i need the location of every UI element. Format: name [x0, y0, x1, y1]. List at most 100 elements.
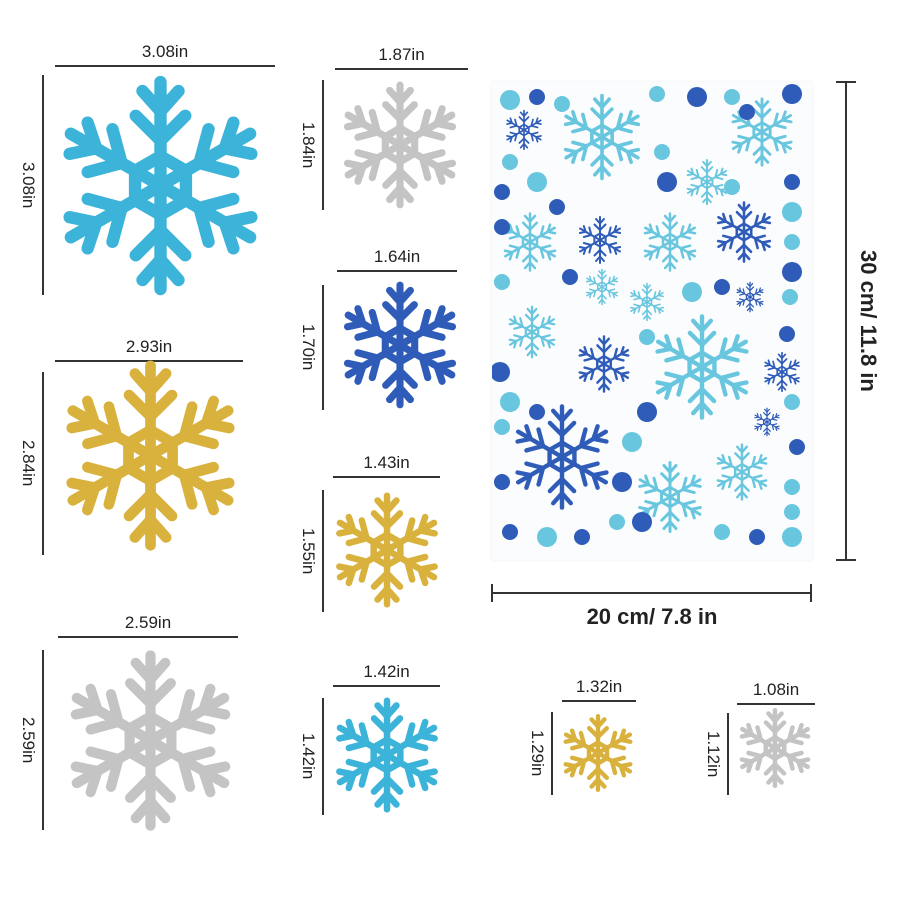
sheet-snowflake-icon — [630, 282, 664, 322]
height-label: 2.59in — [19, 716, 38, 764]
sheet-snowflake-icon — [578, 216, 622, 264]
sheet-snowflake-icon — [506, 109, 542, 151]
sheet-dot — [784, 234, 800, 250]
width-label: 1.64in — [373, 247, 421, 266]
sheet-dot — [529, 404, 545, 420]
sheet-dot — [789, 439, 805, 455]
width-label: 3.08in — [141, 42, 189, 61]
sheet-dot — [714, 279, 730, 295]
height-line — [322, 285, 324, 410]
sheet-width-tick — [491, 584, 493, 602]
height-line — [551, 712, 553, 795]
sheet-dot — [784, 394, 800, 410]
sheet-dot — [782, 262, 802, 282]
sheet-dot — [622, 432, 642, 452]
snowflake-icon — [335, 80, 465, 215]
sheet-snowflake-icon — [563, 93, 641, 181]
sheet-dot — [749, 529, 765, 545]
snowflake-icon — [53, 358, 248, 558]
sheet-dot — [609, 514, 625, 530]
height-line — [727, 713, 729, 795]
sheet-dot — [784, 504, 800, 520]
sheet-snowflake-icon — [503, 212, 557, 272]
width-label: 1.08in — [752, 680, 800, 699]
sheet-dot — [687, 87, 707, 107]
width-line — [562, 700, 636, 702]
width-label: 2.93in — [125, 337, 173, 356]
sheet-dot — [494, 419, 510, 435]
sheet-snowflake-icon — [716, 201, 772, 263]
sheet-snowflake-icon — [686, 158, 728, 206]
sheet-dot — [494, 474, 510, 490]
height-label: 1.84in — [299, 121, 318, 169]
sheet-snowflake-icon — [764, 351, 800, 393]
sheet-snowflake-icon — [736, 281, 764, 313]
sheet-dot — [779, 326, 795, 342]
width-line — [58, 636, 238, 638]
height-line — [42, 372, 44, 555]
sheet-dot — [782, 202, 802, 222]
width-line — [333, 476, 440, 478]
height-label: 3.08in — [19, 161, 38, 209]
sheet-dot — [724, 89, 740, 105]
height-line — [322, 490, 324, 612]
height-line — [322, 698, 324, 815]
sheet-dot — [784, 174, 800, 190]
sheet-dot — [782, 527, 802, 547]
sheet-dot — [714, 524, 730, 540]
sheet-height-label: 30 cm/ 11.8 in — [856, 250, 881, 392]
width-line — [337, 270, 457, 272]
sheet-dot — [612, 472, 632, 492]
sheet-dot — [782, 84, 802, 104]
snowflake-icon — [558, 713, 638, 798]
width-line — [333, 685, 440, 687]
sheet-dot — [502, 154, 518, 170]
snowflake-icon — [335, 280, 465, 415]
sheet-snowflakes — [490, 84, 805, 547]
sheet-dot — [494, 184, 510, 200]
sheet-snowflake-icon — [655, 314, 749, 420]
sheet-height-line — [845, 82, 847, 560]
sheet-height-tick — [836, 81, 856, 83]
width-label: 1.87in — [378, 45, 425, 64]
sheet-dot — [500, 392, 520, 412]
sheet-snowflake-icon — [515, 404, 609, 510]
sticker-sheet — [490, 82, 812, 560]
sheet-width-tick — [810, 584, 812, 602]
sheet-dot — [637, 402, 657, 422]
sheet-dot — [554, 96, 570, 112]
sheet-snowflake-icon — [578, 335, 630, 393]
sheet-snowflake-icon — [508, 305, 556, 359]
width-line — [335, 68, 468, 70]
height-line — [322, 80, 324, 210]
height-label: 1.42in — [299, 733, 318, 780]
sheet-snowflake-icon — [754, 407, 780, 437]
sheet-dot — [537, 527, 557, 547]
sheet-width-line — [492, 592, 812, 594]
sheet-dot — [502, 524, 518, 540]
height-line — [42, 650, 44, 830]
width-label: 1.32in — [575, 677, 623, 696]
sheet-dot — [549, 199, 565, 215]
sheet-dot — [562, 269, 578, 285]
height-line — [42, 75, 44, 295]
sheet-dot — [639, 329, 655, 345]
sheet-dot — [782, 289, 798, 305]
sheet-dot — [500, 90, 520, 110]
sheet-snowflake-icon — [716, 443, 768, 501]
width-label: 2.59in — [124, 613, 172, 632]
snowflake-icon — [734, 707, 816, 794]
sheet-dot — [784, 479, 800, 495]
width-line — [737, 703, 815, 705]
sheet-width-label: 20 cm/ 7.8 in — [586, 604, 718, 629]
snowflake-icon — [328, 491, 446, 614]
sheet-dot — [490, 362, 510, 382]
sheet-dot — [529, 89, 545, 105]
height-label: 1.55in — [299, 527, 318, 575]
sheet-snowflake-icon — [638, 461, 702, 533]
sheet-dot — [649, 86, 665, 102]
height-label: 2.84in — [19, 440, 38, 487]
sheet-snowflake-icon — [585, 268, 619, 306]
snowflake-icon — [48, 73, 273, 303]
sheet-dot — [494, 219, 510, 235]
